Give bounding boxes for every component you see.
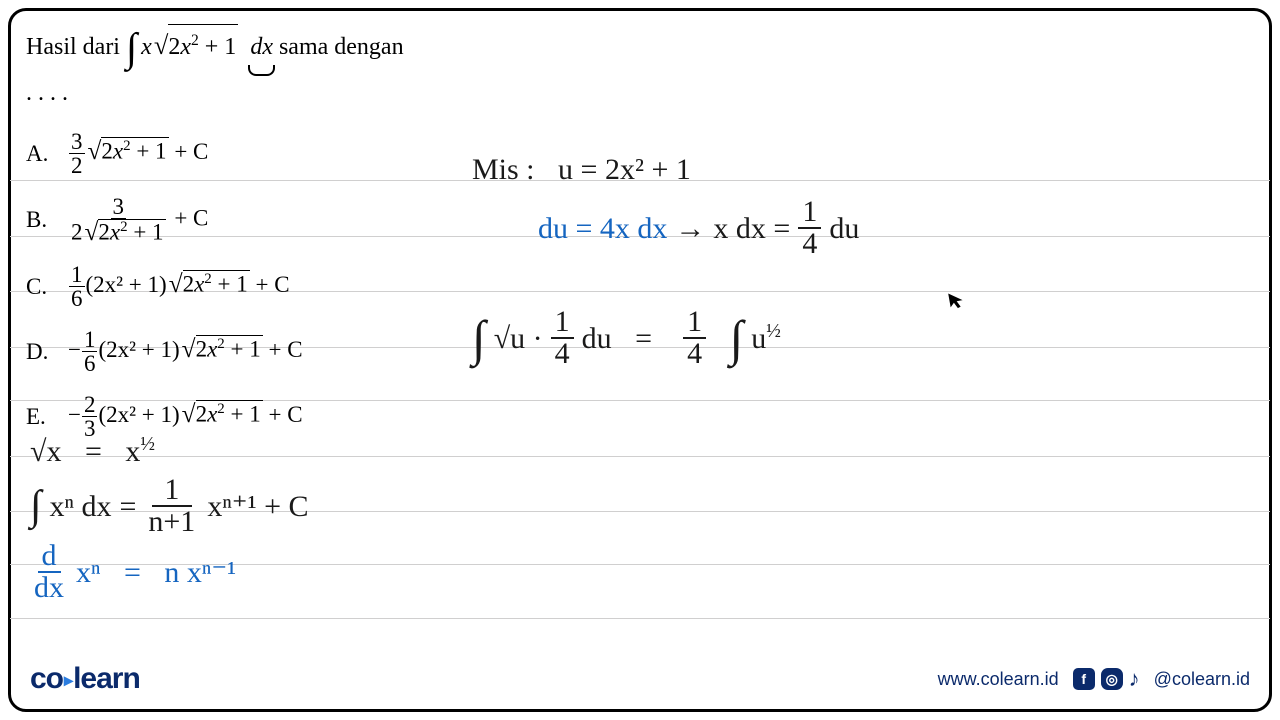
work-line-3: ∫ ∫ √u · √u · 14 du = 14 ∫ u½: [472, 307, 1252, 369]
question-prefix: Hasil dari: [26, 34, 120, 60]
rule-1: √x = x½: [30, 432, 450, 471]
cursor-icon: [946, 288, 970, 317]
work-line-1: Mis : u = 2x² + 1: [472, 150, 1252, 189]
handle: @colearn.id: [1154, 669, 1250, 690]
facebook-icon[interactable]: f: [1073, 668, 1095, 690]
rule-3: ddx xⁿ = n xⁿ⁻¹: [30, 541, 450, 603]
option-d-label: D.: [26, 339, 52, 365]
option-c-label: C.: [26, 274, 52, 300]
question-ellipsis: . . . .: [26, 80, 68, 106]
site-url[interactable]: www.colearn.id: [938, 669, 1059, 690]
notebook-line: [10, 618, 1270, 619]
work-area-right: Mis : u = 2x² + 1 du = 4x dx → x dx = 14…: [472, 150, 1252, 377]
option-a-label: A.: [26, 141, 52, 167]
tiktok-icon[interactable]: ♪: [1129, 668, 1140, 690]
colearn-logo: co▸learn: [30, 662, 140, 696]
attribution: www.colearn.id f ◎ ♪ @colearn.id: [938, 668, 1250, 690]
question-suffix: sama dengan: [279, 34, 404, 60]
social-icons: f ◎ ♪: [1073, 668, 1140, 690]
footer: co▸learn www.colearn.id f ◎ ♪ @colearn.i…: [30, 662, 1250, 696]
option-e-label: E.: [26, 404, 52, 430]
rules-area-left: √x = x½ ∫ xⁿ dx = 1n+1 xⁿ⁺¹ + C ddx xⁿ =…: [30, 432, 450, 607]
work-line-2: du = 4x dx → x dx = 14 du: [472, 197, 1252, 259]
option-b-label: B.: [26, 207, 52, 233]
instagram-icon[interactable]: ◎: [1101, 668, 1123, 690]
rule-2: ∫ xⁿ dx = 1n+1 xⁿ⁺¹ + C: [30, 475, 450, 537]
question-text: Hasil dari ∫ x2x2 + 1 dx sama dengan . .…: [26, 20, 1254, 116]
